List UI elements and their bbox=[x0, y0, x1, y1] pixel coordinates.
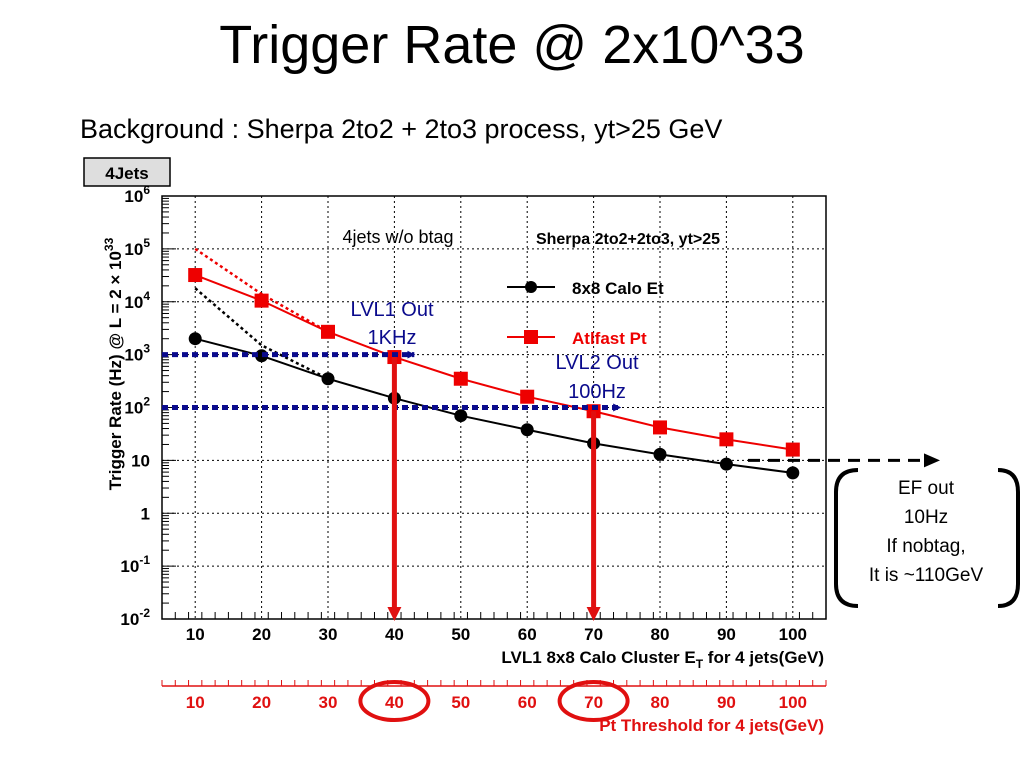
series-line-0 bbox=[194, 337, 793, 474]
no-btag-label: 4jets w/o btag bbox=[342, 227, 453, 247]
y-tick-label: 102 bbox=[124, 395, 150, 418]
ef-text: EF out bbox=[898, 478, 955, 499]
chart-header-text: Sherpa 2to2+2to3, yt>25 bbox=[536, 231, 720, 248]
cut-arrow-head bbox=[586, 607, 601, 621]
threshold-circle bbox=[557, 680, 630, 722]
threshold-circle bbox=[358, 680, 431, 722]
ef-text: 10Hz bbox=[904, 507, 948, 528]
y-tick-label: 104 bbox=[124, 289, 150, 312]
y-tick-label: 10 bbox=[131, 451, 150, 470]
data-point-atlfast bbox=[453, 371, 468, 386]
data-point-atlfast bbox=[254, 293, 269, 308]
cut-arrow-shaft bbox=[391, 357, 397, 609]
data-point-atlfast bbox=[188, 268, 203, 283]
threshold-rate: 100Hz bbox=[568, 381, 626, 403]
ef-bracket-right bbox=[997, 468, 1020, 608]
histogram-tag-box bbox=[83, 157, 171, 187]
data-point-atlfast bbox=[653, 420, 667, 435]
x-tick-label: 80 bbox=[651, 625, 670, 644]
data-point-calo bbox=[188, 332, 202, 346]
x-tick-label: 60 bbox=[518, 625, 537, 644]
x-tick-label: 90 bbox=[717, 625, 736, 644]
pt-tick-label: 20 bbox=[252, 693, 271, 712]
data-point-atlfast bbox=[520, 389, 535, 404]
ef-text: It is ~110GeV bbox=[869, 565, 984, 586]
pt-tick-label: 70 bbox=[584, 693, 603, 712]
pt-threshold-axis: 10 20 30 40 50 60 70 80 90 100 bbox=[161, 680, 827, 722]
x-tick-label: 40 bbox=[385, 625, 404, 644]
data-point-calo bbox=[786, 466, 800, 480]
cut-arrow-head bbox=[387, 607, 402, 621]
legend-calo-label: 8x8 Calo Et bbox=[572, 279, 664, 298]
data-point-atlfast bbox=[719, 432, 734, 447]
ef-bracket-left bbox=[834, 468, 859, 608]
legend-atlfast-label: Atlfast Pt bbox=[572, 329, 647, 348]
data-point-calo bbox=[653, 447, 667, 461]
legend: 8x8 Calo Et Atlfast Pt bbox=[507, 279, 664, 348]
pt-tick-label: 10 bbox=[186, 693, 205, 712]
y-tick-label: 1 bbox=[141, 504, 150, 523]
y-tick-label: 106 bbox=[124, 183, 150, 206]
slide-subtitle: Background : Sherpa 2to2 + 2to3 process,… bbox=[80, 114, 723, 144]
y-tick-label: 10-2 bbox=[120, 606, 150, 629]
ef-arrow-head bbox=[924, 453, 940, 468]
y-tick-label: 103 bbox=[124, 342, 150, 365]
data-point-calo bbox=[520, 423, 534, 437]
x-axis-label: LVL1 8x8 Calo Cluster ET for 4 jets(GeV) bbox=[501, 648, 824, 671]
y-tick-labels: 10-2 10-1 1 10 102 103 104 105 106 bbox=[120, 183, 150, 629]
series-line-1 bbox=[194, 274, 793, 451]
y-tick-label: 105 bbox=[124, 236, 150, 259]
minor-ticks bbox=[161, 197, 827, 620]
x-tick-label: 30 bbox=[319, 625, 338, 644]
ef-text: If nobtag, bbox=[886, 536, 965, 557]
data-point-calo bbox=[321, 372, 335, 386]
x-tick-label: 100 bbox=[779, 625, 807, 644]
pt-tick-label: 50 bbox=[451, 693, 470, 712]
slide-title: Trigger Rate @ 2x10^33 bbox=[219, 15, 805, 75]
pt-axis-label: Pt Threshold for 4 jets(GeV) bbox=[599, 716, 824, 735]
pt-tick-label: 90 bbox=[717, 693, 736, 712]
y-axis-label: Trigger Rate (Hz) @ L = 2 × 1033 bbox=[102, 237, 125, 490]
x-tick-label: 10 bbox=[186, 625, 205, 644]
y-tick-label: 10-1 bbox=[120, 553, 150, 576]
data-point-atlfast bbox=[321, 324, 335, 339]
cut-arrows bbox=[387, 357, 601, 621]
x-tick-label: 20 bbox=[252, 625, 271, 644]
threshold-lines: LVL1 Out 1KHz LVL2 Out 100Hz bbox=[162, 299, 639, 412]
data-point-calo bbox=[454, 409, 468, 423]
data-point-calo bbox=[719, 457, 733, 471]
data-point-atlfast bbox=[785, 442, 800, 457]
pt-tick-label: 30 bbox=[319, 693, 338, 712]
pt-tick-label: 40 bbox=[385, 693, 404, 712]
pt-tick-label: 60 bbox=[518, 693, 537, 712]
threshold-label: LVL1 Out bbox=[350, 299, 433, 321]
legend-atlfast-marker bbox=[524, 330, 538, 344]
x-tick-label: 50 bbox=[451, 625, 470, 644]
pt-tick-label: 100 bbox=[779, 693, 807, 712]
threshold-label: LVL2 Out bbox=[555, 352, 638, 374]
x-tick-labels: 10 20 30 40 50 60 70 80 90 100 bbox=[186, 625, 807, 644]
histogram-tag: 4Jets bbox=[105, 164, 148, 183]
x-tick-label: 70 bbox=[584, 625, 603, 644]
ef-annotation: EF out 10Hz If nobtag, It is ~110GeV bbox=[748, 453, 1020, 608]
cut-arrow-shaft bbox=[591, 411, 597, 609]
threshold-rate: 1KHz bbox=[368, 327, 417, 349]
pt-tick-label: 80 bbox=[651, 693, 670, 712]
legend-calo-marker bbox=[525, 281, 537, 293]
